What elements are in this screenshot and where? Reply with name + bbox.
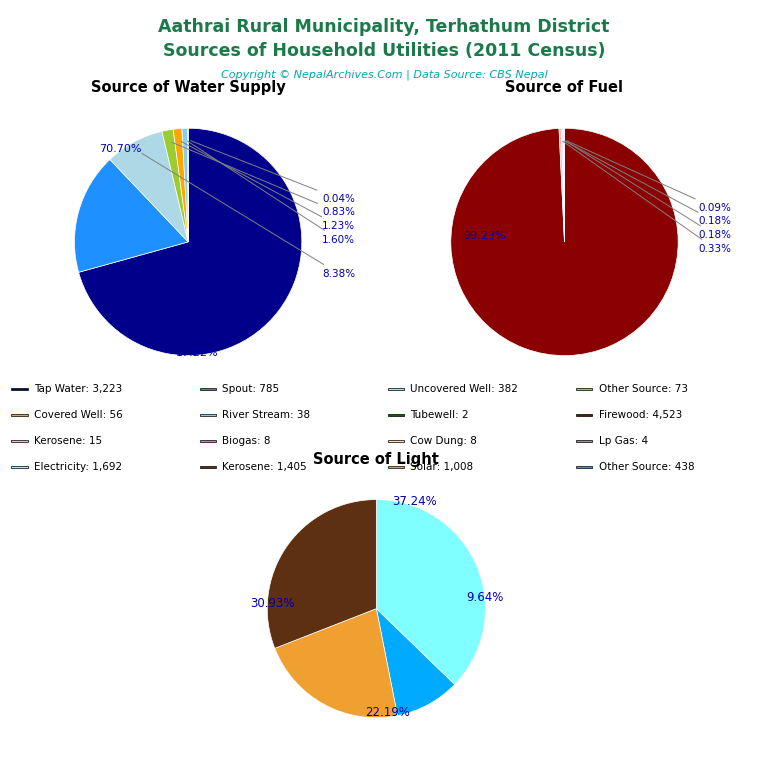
Text: Firewood: 4,523: Firewood: 4,523 (598, 410, 682, 420)
Text: Kerosene: 15: Kerosene: 15 (34, 436, 102, 446)
Wedge shape (563, 128, 564, 242)
Wedge shape (78, 128, 302, 356)
Text: 30.93%: 30.93% (250, 597, 295, 610)
Wedge shape (162, 129, 188, 242)
Wedge shape (376, 500, 485, 684)
Text: Electricity: 1,692: Electricity: 1,692 (34, 462, 122, 472)
Title: Source of Fuel: Source of Fuel (505, 80, 624, 94)
Text: 0.33%: 0.33% (563, 141, 732, 253)
Text: 0.09%: 0.09% (567, 141, 731, 213)
Bar (576, 388, 592, 390)
Text: 0.18%: 0.18% (566, 141, 732, 240)
Text: 17.22%: 17.22% (176, 349, 219, 359)
Bar (388, 440, 404, 442)
Text: Biogas: 8: Biogas: 8 (222, 436, 270, 446)
Text: Tap Water: 3,223: Tap Water: 3,223 (34, 384, 122, 394)
Text: Aathrai Rural Municipality, Terhathum District: Aathrai Rural Municipality, Terhathum Di… (158, 18, 610, 35)
Bar (12, 440, 28, 442)
Text: Cow Dung: 8: Cow Dung: 8 (410, 436, 477, 446)
Bar (576, 440, 592, 442)
Text: Covered Well: 56: Covered Well: 56 (34, 410, 123, 420)
Wedge shape (182, 128, 188, 242)
Wedge shape (561, 128, 564, 242)
Bar (576, 466, 592, 468)
Text: River Stream: 38: River Stream: 38 (222, 410, 310, 420)
Text: Kerosene: 1,405: Kerosene: 1,405 (222, 462, 306, 472)
Title: Source of Light: Source of Light (313, 452, 439, 467)
Text: Tubewell: 2: Tubewell: 2 (410, 410, 469, 420)
Text: 70.70%: 70.70% (99, 144, 141, 154)
Title: Source of Water Supply: Source of Water Supply (91, 80, 286, 94)
Text: 9.64%: 9.64% (467, 591, 504, 604)
Wedge shape (74, 160, 188, 273)
Wedge shape (173, 128, 188, 242)
Bar (12, 414, 28, 416)
Text: Sources of Household Utilities (2011 Census): Sources of Household Utilities (2011 Cen… (163, 42, 605, 60)
Bar (200, 440, 216, 442)
Text: 0.04%: 0.04% (190, 141, 355, 204)
Bar (200, 466, 216, 468)
Wedge shape (559, 128, 564, 242)
Text: 22.19%: 22.19% (365, 706, 409, 719)
Bar (388, 388, 404, 390)
Wedge shape (275, 608, 398, 717)
Bar (576, 414, 592, 416)
Text: 8.38%: 8.38% (142, 154, 356, 279)
Text: Lp Gas: 4: Lp Gas: 4 (598, 436, 647, 446)
Text: 1.23%: 1.23% (181, 141, 356, 231)
Bar (12, 466, 28, 468)
Text: Other Source: 438: Other Source: 438 (598, 462, 694, 472)
Text: 0.18%: 0.18% (564, 141, 732, 227)
Text: Uncovered Well: 382: Uncovered Well: 382 (410, 384, 518, 394)
Bar (200, 388, 216, 390)
Text: 0.83%: 0.83% (172, 142, 356, 217)
Bar (12, 388, 28, 390)
Text: 1.60%: 1.60% (187, 141, 356, 245)
Wedge shape (110, 131, 188, 242)
Text: 99.23%: 99.23% (464, 231, 506, 241)
Bar (388, 466, 404, 468)
Text: Copyright © NepalArchives.Com | Data Source: CBS Nepal: Copyright © NepalArchives.Com | Data Sou… (220, 69, 548, 80)
Wedge shape (267, 500, 376, 648)
Wedge shape (376, 608, 455, 716)
Wedge shape (451, 128, 678, 356)
Text: 37.24%: 37.24% (392, 495, 437, 508)
Text: Spout: 785: Spout: 785 (222, 384, 280, 394)
Text: Solar: 1,008: Solar: 1,008 (410, 462, 473, 472)
Text: Other Source: 73: Other Source: 73 (598, 384, 687, 394)
Bar (200, 414, 216, 416)
Bar (388, 414, 404, 416)
